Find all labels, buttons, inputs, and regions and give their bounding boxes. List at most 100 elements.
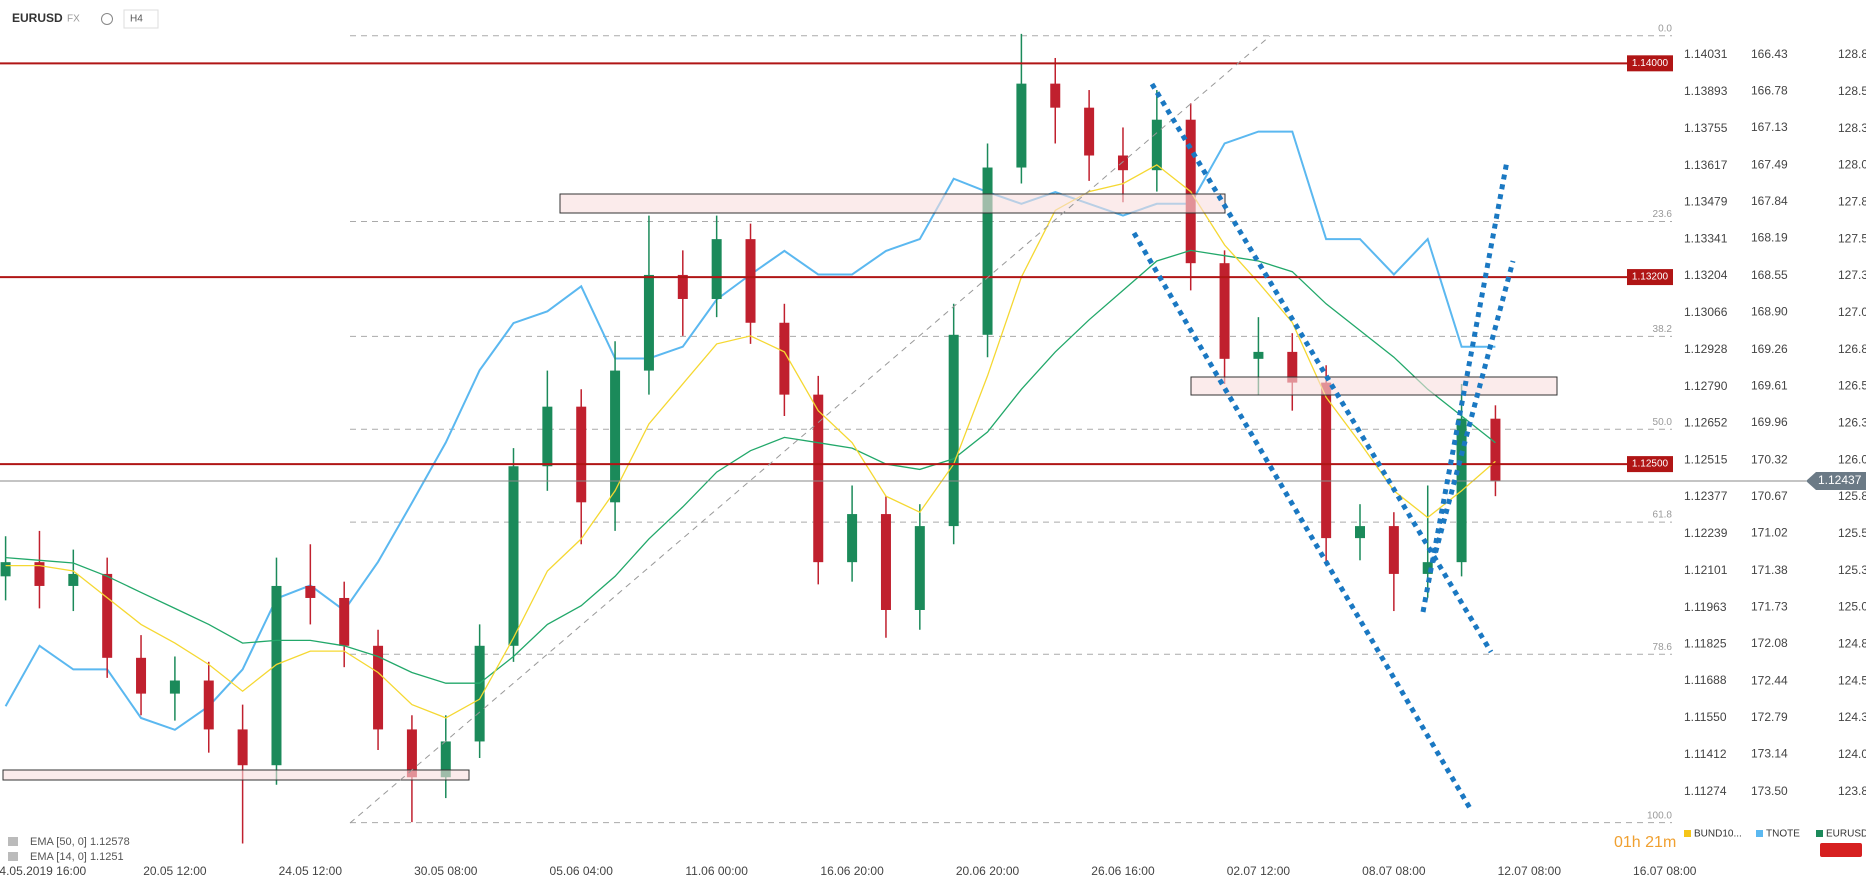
y-tick-label: 1.13893 xyxy=(1684,84,1728,98)
close-button[interactable] xyxy=(1820,843,1862,857)
ema-legend: EMA [14, 0] 1.1251 xyxy=(30,851,124,863)
trend-line xyxy=(1430,260,1516,563)
x-tick-label: 16.06 20:00 xyxy=(820,864,884,878)
fib-label: 23.6 xyxy=(1653,209,1673,220)
y-tick-label: 167.49 xyxy=(1751,158,1788,172)
fib-line xyxy=(349,35,1271,824)
candle-body xyxy=(1321,382,1332,539)
y-tick-label: 1.12790 xyxy=(1684,379,1728,393)
y-tick-label: 170.32 xyxy=(1751,452,1788,466)
y-tick-label: 168.90 xyxy=(1751,305,1788,319)
y-tick-label: 1.14031 xyxy=(1684,47,1728,61)
level-tag xyxy=(1627,456,1673,473)
drawings xyxy=(2,35,1558,824)
y-tick-label: 169.26 xyxy=(1751,342,1788,356)
fib-label: 38.2 xyxy=(1653,324,1673,335)
y-tick-label: 1.11825 xyxy=(1684,637,1727,651)
y-tick-label: 125.58 xyxy=(1838,526,1866,540)
y-tick-label: 126.08 xyxy=(1838,452,1866,466)
x-tick-label: 30.05 08:00 xyxy=(414,864,478,878)
candle-body xyxy=(68,573,79,586)
fib-label: 0.0 xyxy=(1658,23,1672,34)
candle-body xyxy=(779,322,790,395)
candle-body xyxy=(1219,263,1230,359)
y-tick-label: 128.58 xyxy=(1838,84,1866,98)
y-tick-label: 124.58 xyxy=(1838,673,1866,687)
y-tick-label: 127.33 xyxy=(1838,268,1866,282)
y-tick-label: 125.83 xyxy=(1838,489,1866,503)
candle-body xyxy=(711,239,722,299)
x-tick-label: 26.06 16:00 xyxy=(1091,864,1155,878)
candle-body xyxy=(914,526,925,610)
y-tick-label: 171.02 xyxy=(1751,525,1788,539)
zone xyxy=(559,193,1226,214)
y-tick-label: 168.19 xyxy=(1751,231,1788,245)
x-tick-label: 12.07 08:00 xyxy=(1498,864,1562,878)
level-label: 1.13200 xyxy=(1632,272,1669,283)
y-tick-label: 1.13479 xyxy=(1684,195,1728,209)
y-tick-label: 169.61 xyxy=(1751,379,1788,393)
y-tick-label: 172.44 xyxy=(1751,673,1788,687)
candle-body xyxy=(610,370,621,503)
y-tick-label: 126.58 xyxy=(1838,379,1866,393)
candle-body xyxy=(542,406,553,467)
timeframe-box[interactable] xyxy=(123,9,159,29)
fib-label: 100.0 xyxy=(1647,810,1672,821)
y-tick-label: 1.12515 xyxy=(1684,452,1728,466)
x-tick-label: 05.06 04:00 xyxy=(550,864,614,878)
legend-swatch xyxy=(1756,830,1763,837)
candle-body xyxy=(373,645,384,730)
y-tick-label: 167.84 xyxy=(1751,194,1788,208)
y-tick-label: 124.83 xyxy=(1838,636,1866,650)
y-tick-label: 1.13204 xyxy=(1684,268,1728,282)
plot: 1.14031 1.13893 1.13755 1.13617 1.13479 1.133… xyxy=(0,23,1866,878)
zone xyxy=(1190,376,1558,396)
y-tick-label: 126.83 xyxy=(1838,342,1866,356)
candle-body xyxy=(1422,562,1433,574)
y-tick-label: 1.13341 xyxy=(1684,232,1728,246)
candle-body xyxy=(203,680,214,730)
candle-body xyxy=(847,514,858,563)
candle-body xyxy=(34,562,45,586)
y-tick-label: 1.12652 xyxy=(1684,416,1728,430)
y-tick-label: 128.08 xyxy=(1838,158,1866,172)
candle-body xyxy=(169,680,180,694)
timer: 01h 21m xyxy=(1614,834,1676,851)
y-tick-label: 1.11963 xyxy=(1684,600,1727,614)
candle-body xyxy=(271,585,282,766)
y-tick-label: 123.83 xyxy=(1838,784,1866,798)
y-tick-label: 1.13755 xyxy=(1684,121,1728,135)
symbol: EURUSD xyxy=(12,11,63,25)
y-tick-label: 173.50 xyxy=(1751,784,1788,798)
legend-icon[interactable] xyxy=(8,852,18,861)
y-tick-label: 1.12239 xyxy=(1684,526,1728,540)
y-tick-label: 171.73 xyxy=(1751,599,1788,613)
y-tick-label: 126.33 xyxy=(1838,415,1866,429)
y-tick-label: 127.58 xyxy=(1838,231,1866,245)
x-tick-label: 16.07 08:00 xyxy=(1633,864,1697,878)
legend-swatch xyxy=(1684,830,1691,837)
zone xyxy=(2,769,470,781)
candle-body xyxy=(440,741,451,778)
level-tag xyxy=(1627,55,1673,72)
legend-icon[interactable] xyxy=(8,837,18,846)
candle-body xyxy=(1490,418,1501,481)
y-tick-label: 125.33 xyxy=(1838,563,1866,577)
y-tick-label: 171.38 xyxy=(1751,563,1788,577)
legend: BUND10... TNOTE EURUSD xyxy=(1684,829,1866,840)
y-tick-label: 1.13617 xyxy=(1684,158,1728,172)
candle-body xyxy=(1151,119,1162,171)
trend-line xyxy=(1420,160,1510,613)
info-icon[interactable] xyxy=(101,13,113,25)
x-tick-label: 14.05.2019 16:00 xyxy=(0,864,86,878)
candle-body xyxy=(982,167,993,335)
y-tick-label: 172.08 xyxy=(1751,636,1788,650)
candle-body xyxy=(508,466,519,646)
candle-body xyxy=(136,657,147,694)
y-tick-label: 1.12377 xyxy=(1684,489,1728,503)
candle-body xyxy=(339,597,350,646)
y-tick-label: 128.33 xyxy=(1838,121,1866,135)
legend-label: BUND10... xyxy=(1694,829,1742,840)
